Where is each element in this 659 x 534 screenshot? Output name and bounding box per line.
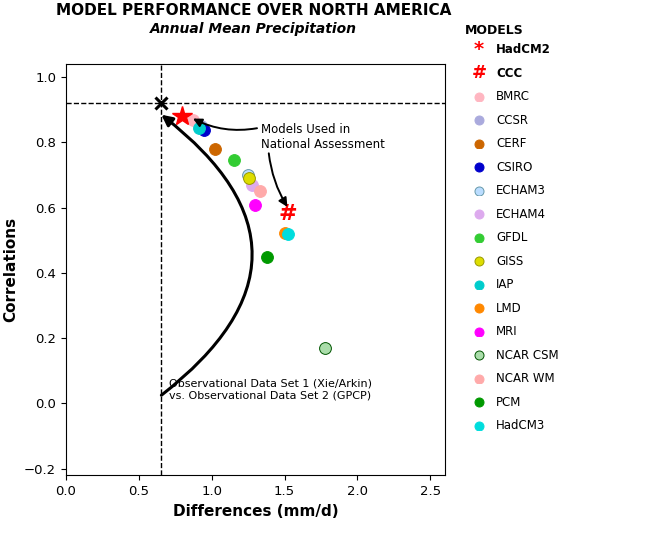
Text: CERF: CERF	[496, 137, 527, 150]
Text: MODEL PERFORMANCE OVER NORTH AMERICA: MODEL PERFORMANCE OVER NORTH AMERICA	[56, 3, 451, 18]
Text: NCAR CSM: NCAR CSM	[496, 349, 559, 362]
Text: PCM: PCM	[496, 396, 522, 409]
Text: IAP: IAP	[496, 278, 515, 291]
Text: CCSR: CCSR	[496, 114, 529, 127]
Text: GFDL: GFDL	[496, 231, 528, 244]
Text: ECHAM4: ECHAM4	[496, 208, 546, 221]
Text: GISS: GISS	[496, 255, 523, 268]
Text: MODELS: MODELS	[465, 24, 523, 37]
Text: NCAR WM: NCAR WM	[496, 372, 555, 385]
Y-axis label: Correlations: Correlations	[3, 217, 18, 322]
Text: #: #	[278, 204, 297, 224]
Text: BMRC: BMRC	[496, 90, 530, 103]
Text: MRI: MRI	[496, 325, 518, 338]
Text: CCC: CCC	[496, 67, 523, 80]
X-axis label: Differences (mm/d): Differences (mm/d)	[173, 504, 338, 519]
Text: LMD: LMD	[496, 302, 522, 315]
Text: *: *	[474, 40, 484, 59]
Text: ECHAM3: ECHAM3	[496, 184, 546, 197]
Text: #: #	[472, 64, 486, 82]
Text: CSIRO: CSIRO	[496, 161, 532, 174]
Text: Observational Data Set 1 (Xie/Arkin)
vs. Observational Data Set 2 (GPCP): Observational Data Set 1 (Xie/Arkin) vs.…	[169, 379, 372, 400]
Text: Models Used in
National Assessment: Models Used in National Assessment	[261, 123, 385, 151]
Text: Annual Mean Precipitation: Annual Mean Precipitation	[150, 22, 357, 36]
Text: HadCM3: HadCM3	[496, 419, 546, 432]
Text: HadCM2: HadCM2	[496, 43, 551, 56]
